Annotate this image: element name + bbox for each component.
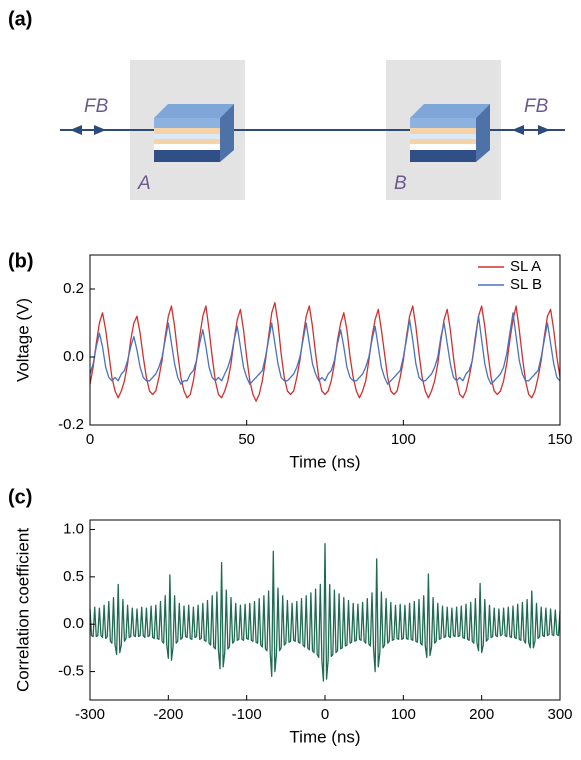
series-line — [89, 312, 561, 385]
plot-frame — [89, 254, 561, 426]
panel-label: (b) — [8, 250, 34, 272]
arrow — [512, 125, 524, 135]
x-tick-label: -100 — [232, 706, 262, 723]
x-axis-label: Time (ns) — [289, 727, 360, 746]
y-tick-label: 0.0 — [63, 615, 84, 632]
panel-label: (c) — [8, 486, 32, 508]
x-tick-label: 0 — [321, 706, 329, 723]
x-tick-label: 100 — [391, 706, 416, 723]
x-tick-label: 100 — [391, 431, 416, 448]
x-tick-label: 0 — [86, 431, 94, 448]
feedback-label: FB — [84, 96, 109, 117]
y-tick-label: 0.2 — [63, 280, 84, 297]
panel-label: (a) — [8, 8, 32, 30]
x-tick-label: 300 — [547, 706, 572, 723]
arrow — [94, 125, 106, 135]
x-axis-label: Time (ns) — [289, 452, 360, 471]
legend-label: SL B — [510, 276, 542, 293]
x-tick-label: -300 — [75, 706, 105, 723]
arrow — [70, 125, 82, 135]
x-tick-label: 50 — [238, 431, 255, 448]
x-tick-label: 200 — [469, 706, 494, 723]
arrow — [538, 125, 550, 135]
series-line — [89, 301, 561, 402]
y-tick-label: -0.2 — [58, 416, 84, 433]
y-tick-label: 0.5 — [63, 568, 84, 585]
cube — [154, 104, 234, 162]
diagram: (a) FB FB A B — [8, 8, 565, 200]
x-tick-label: -200 — [153, 706, 183, 723]
cube — [410, 104, 490, 162]
series-line — [89, 543, 561, 682]
y-tick-label: 0.0 — [63, 348, 84, 365]
laser-label: A — [137, 173, 151, 194]
legend-label: SL A — [510, 258, 541, 275]
y-tick-label: 1.0 — [63, 520, 84, 537]
x-tick-label: 150 — [547, 431, 572, 448]
y-axis-label: Voltage (V) — [13, 298, 32, 382]
y-tick-label: -0.5 — [58, 663, 84, 680]
feedback-label: FB — [524, 96, 549, 117]
y-axis-label: Correlation coefficient — [13, 528, 32, 692]
laser-label: B — [394, 173, 407, 194]
